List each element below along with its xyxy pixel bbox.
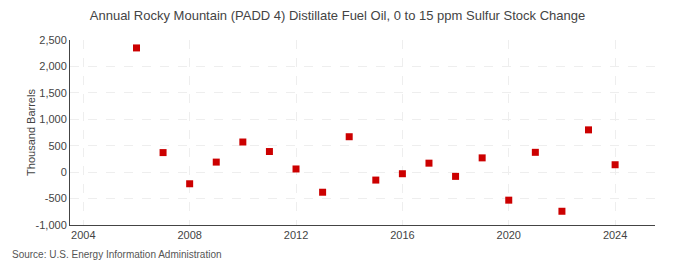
svg-text:500: 500	[48, 140, 66, 152]
svg-text:Annual Rocky Mountain (PADD 4): Annual Rocky Mountain (PADD 4) Distillat…	[90, 8, 585, 23]
svg-text:2008: 2008	[177, 229, 201, 241]
svg-text:0: 0	[61, 166, 67, 178]
svg-text:2024: 2024	[603, 229, 627, 241]
svg-text:1,500: 1,500	[39, 87, 67, 99]
svg-text:2012: 2012	[284, 229, 308, 241]
svg-text:2,000: 2,000	[39, 60, 67, 72]
svg-text:2,500: 2,500	[39, 34, 67, 46]
svg-text:-1,000: -1,000	[36, 219, 67, 231]
svg-text:Thousand Barrels: Thousand Barrels	[25, 89, 37, 176]
svg-text:-500: -500	[45, 192, 67, 204]
svg-text:Source: U.S. Energy Informatio: Source: U.S. Energy Information Administ…	[12, 249, 222, 260]
svg-text:1,000: 1,000	[39, 113, 67, 125]
svg-text:2016: 2016	[390, 229, 414, 241]
svg-text:2004: 2004	[71, 229, 95, 241]
svg-text:2020: 2020	[497, 229, 521, 241]
